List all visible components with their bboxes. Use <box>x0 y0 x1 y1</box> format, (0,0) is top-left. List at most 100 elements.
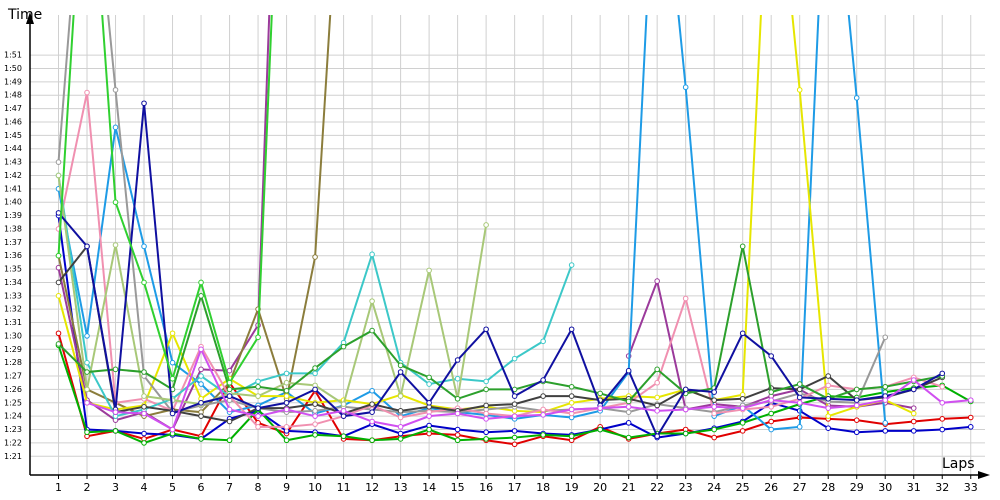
data-point <box>312 408 318 414</box>
y-tick-label: 1:22 <box>4 438 22 447</box>
data-point <box>226 367 233 374</box>
data-point <box>768 353 774 359</box>
y-tick-label: 1:26 <box>4 385 22 394</box>
y-tick-label: 1:21 <box>4 452 22 461</box>
data-point <box>625 420 632 426</box>
data-point <box>426 399 432 406</box>
series-line <box>86 346 971 431</box>
x-tick-label: 33 <box>964 481 978 494</box>
data-point <box>340 401 347 407</box>
data-point <box>55 252 62 259</box>
data-point <box>540 432 546 438</box>
x-tick-label: 29 <box>850 481 864 494</box>
data-point <box>540 412 546 418</box>
data-point <box>597 405 603 411</box>
y-tick-label: 1:45 <box>4 131 22 140</box>
data-point <box>796 394 803 401</box>
x-tick-label: 8 <box>255 481 262 494</box>
data-point <box>198 381 204 387</box>
data-point <box>283 387 290 394</box>
y-tick-label: 1:31 <box>4 318 22 327</box>
data-point <box>711 389 717 395</box>
data-point <box>711 434 717 441</box>
data-point <box>112 242 119 248</box>
data-point <box>483 326 489 333</box>
data-point <box>796 87 803 93</box>
data-point <box>426 413 432 419</box>
data-point <box>597 426 603 433</box>
y-tick-label: 1:47 <box>4 104 22 113</box>
data-point <box>397 436 404 442</box>
x-tick-label: 28 <box>821 481 835 494</box>
x-tick-label: 27 <box>793 481 807 494</box>
data-point <box>967 397 974 403</box>
data-point <box>825 425 832 431</box>
data-point <box>540 406 546 413</box>
data-point <box>312 401 318 407</box>
data-point <box>312 432 318 438</box>
y-tick-label: 1:50 <box>4 64 22 73</box>
y-tick-label: 1:51 <box>4 51 22 60</box>
data-point <box>141 100 147 107</box>
data-point <box>654 278 660 284</box>
data-point <box>141 440 147 446</box>
data-point <box>255 413 261 419</box>
data-point <box>198 436 204 442</box>
data-point <box>568 383 575 390</box>
data-point <box>454 432 461 438</box>
data-point <box>141 369 147 375</box>
data-point <box>454 357 461 363</box>
data-point <box>283 424 290 430</box>
data-point <box>84 359 90 366</box>
x-tick-label: 5 <box>169 481 176 494</box>
x-tick-label: 16 <box>479 481 493 494</box>
data-point <box>141 430 147 437</box>
y-tick-label: 1:25 <box>4 398 22 407</box>
data-point <box>112 409 119 415</box>
data-point <box>369 418 375 425</box>
data-point <box>511 441 518 448</box>
data-point <box>654 402 660 409</box>
x-axis-label: Laps <box>942 456 975 472</box>
data-point <box>84 386 90 393</box>
data-point <box>597 390 603 397</box>
data-point <box>454 410 461 417</box>
data-point <box>682 406 689 413</box>
x-tick-label: 24 <box>707 481 721 494</box>
data-point <box>540 338 546 345</box>
x-axis-arrow <box>978 471 990 479</box>
data-point <box>853 402 860 409</box>
data-point <box>369 409 375 415</box>
data-point <box>397 369 404 375</box>
x-tick-label: 32 <box>935 481 949 494</box>
data-point <box>796 424 803 430</box>
data-point <box>625 404 632 410</box>
x-tick-label: 19 <box>565 481 579 494</box>
y-tick-label: 1:28 <box>4 358 22 367</box>
data-point <box>255 424 261 430</box>
data-point <box>796 399 803 406</box>
data-point <box>511 393 518 399</box>
data-point <box>84 399 90 406</box>
data-point <box>112 428 119 434</box>
data-point <box>283 406 290 413</box>
data-point <box>454 426 461 433</box>
y-tick-label: 1:30 <box>4 331 22 340</box>
data-point <box>112 124 119 131</box>
data-point <box>768 418 774 425</box>
data-point <box>939 416 946 422</box>
data-point <box>568 393 575 399</box>
data-point <box>369 327 375 334</box>
x-tick-label: 6 <box>198 481 205 494</box>
y-tick-label: 1:46 <box>4 117 22 126</box>
data-point <box>141 393 147 399</box>
x-tick-label: 26 <box>764 481 778 494</box>
data-point <box>426 374 432 381</box>
data-point <box>853 417 860 423</box>
data-point <box>739 420 746 426</box>
data-point <box>882 383 889 390</box>
y-tick-label: 1:34 <box>4 278 22 287</box>
data-point <box>426 267 432 274</box>
data-point <box>882 334 889 341</box>
